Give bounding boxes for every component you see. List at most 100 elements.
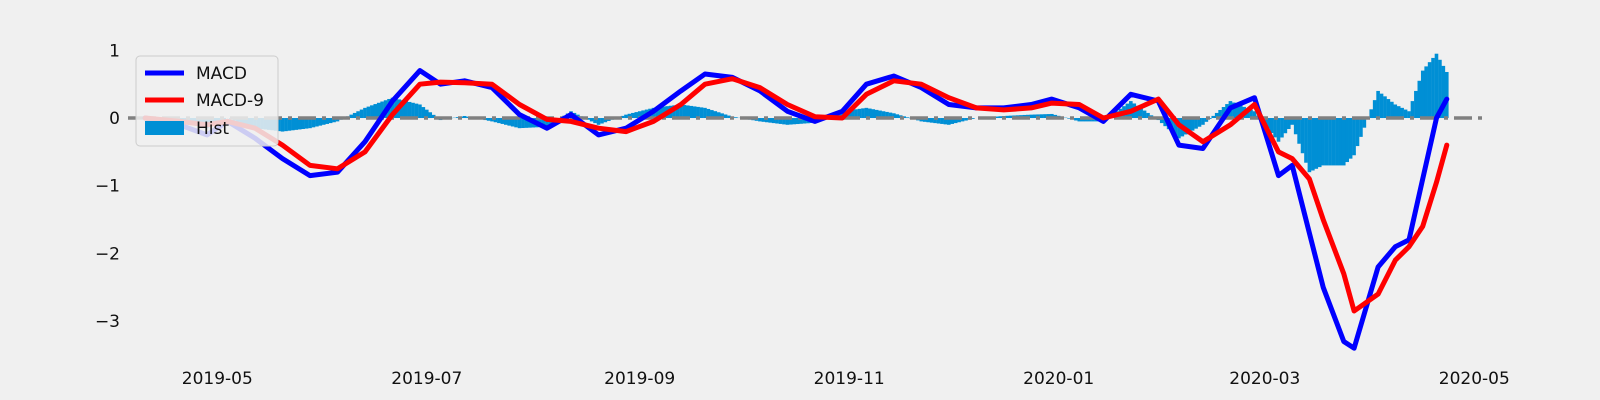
hist-bar	[761, 118, 766, 122]
hist-bar	[1321, 118, 1325, 166]
hist-bar	[1032, 114, 1037, 119]
hist-bar	[1352, 118, 1356, 156]
legend-label-macd-9: MACD-9	[196, 91, 264, 111]
hist-bar	[1163, 118, 1167, 127]
hist-bar	[297, 118, 302, 130]
hist-bar	[1177, 118, 1181, 139]
hist-bar	[1238, 105, 1243, 119]
hist-bar	[1266, 118, 1270, 129]
hist-bar	[854, 109, 858, 119]
hist-bar	[658, 107, 663, 119]
hist-bar	[692, 106, 697, 119]
hist-bar	[1135, 105, 1140, 119]
hist-bar	[352, 112, 357, 119]
hist-bar	[514, 118, 518, 128]
hist-bar	[1249, 109, 1253, 119]
hist-bar	[727, 115, 731, 119]
hist-bar	[545, 118, 549, 127]
hist-bar	[1190, 118, 1195, 131]
hist-bar	[1369, 109, 1374, 119]
hist-bar	[902, 116, 906, 119]
hist-bar	[589, 118, 594, 122]
hist-bar	[881, 111, 886, 119]
hist-bar	[710, 110, 714, 119]
hist-bar	[1420, 70, 1425, 119]
hist-bar	[586, 118, 590, 120]
hist-bar	[318, 118, 323, 126]
hist-bar	[1390, 101, 1394, 119]
hist-bar	[1235, 104, 1240, 119]
y-tick-label: 1	[109, 41, 120, 61]
hist-bar	[1194, 118, 1198, 129]
hist-bar	[424, 109, 429, 119]
hist-bar	[1043, 114, 1047, 119]
hist-bar	[1372, 100, 1377, 119]
hist-bar	[696, 106, 700, 119]
hist-bar	[1293, 118, 1298, 135]
hist-bar	[998, 116, 1003, 119]
hist-bar	[528, 118, 532, 128]
hist-bar	[689, 105, 694, 119]
hist-bar	[1187, 118, 1192, 133]
hist-bar	[517, 118, 522, 129]
hist-bar	[1252, 111, 1257, 119]
hist-bar	[308, 118, 312, 129]
hist-bar	[1183, 118, 1188, 135]
hist-bar	[462, 115, 467, 119]
hist-bar	[332, 118, 336, 123]
hist-bar	[503, 118, 508, 125]
hist-bar	[1269, 118, 1274, 134]
hist-bar	[1221, 107, 1226, 119]
hist-bar	[706, 108, 711, 119]
hist-bar	[1036, 114, 1040, 119]
hist-bar	[1139, 108, 1143, 119]
hist-bar	[850, 109, 855, 119]
hist-bar	[1396, 106, 1401, 119]
hist-bar	[1214, 112, 1219, 119]
hist-bar	[771, 118, 776, 124]
hist-bar	[795, 118, 800, 125]
hist-bar	[641, 110, 645, 119]
hist-bar	[861, 108, 865, 119]
hist-bar	[1173, 118, 1178, 136]
hist-bar	[1280, 118, 1284, 138]
hist-bar	[1314, 118, 1319, 169]
hist-bar	[400, 100, 405, 119]
hist-bar	[366, 106, 371, 119]
hist-bar	[521, 118, 525, 129]
hist-bar	[418, 104, 422, 119]
hist-bar	[421, 107, 426, 119]
hist-bar	[1008, 115, 1013, 119]
hist-bar	[1300, 118, 1305, 154]
hist-bar	[871, 109, 876, 119]
hist-bar	[311, 118, 316, 128]
hist-bar	[301, 118, 305, 130]
hist-bar	[321, 118, 326, 125]
hist-bar	[802, 118, 807, 124]
hist-bar	[631, 112, 635, 119]
hist-bar	[1414, 90, 1418, 119]
hist-bar	[1307, 118, 1312, 173]
hist-bar	[600, 118, 604, 124]
legend-swatch-hist	[145, 121, 184, 135]
hist-bar	[792, 118, 797, 125]
hist-bar	[1438, 59, 1442, 119]
hist-bar	[1379, 93, 1384, 119]
hist-bar	[363, 107, 367, 119]
x-tick-label: 2019-09	[604, 369, 675, 389]
hist-bar	[1424, 66, 1428, 119]
x-axis-ticks: 2019-05 2019-07 2019-09 2019-11 2020-01 2020-…	[182, 369, 1510, 389]
hist-bar	[624, 114, 628, 119]
hist-bar	[675, 104, 680, 119]
hist-bar	[905, 117, 910, 119]
hist-bar	[1417, 80, 1422, 119]
hist-bar	[1211, 115, 1216, 119]
hist-bar	[370, 105, 374, 119]
hist-bar	[510, 118, 515, 127]
hist-bar	[1005, 115, 1009, 119]
hist-bar	[349, 114, 354, 119]
x-tick-label: 2020-01	[1023, 369, 1094, 389]
hist-bar	[940, 118, 944, 124]
hist-bar	[1328, 118, 1332, 166]
